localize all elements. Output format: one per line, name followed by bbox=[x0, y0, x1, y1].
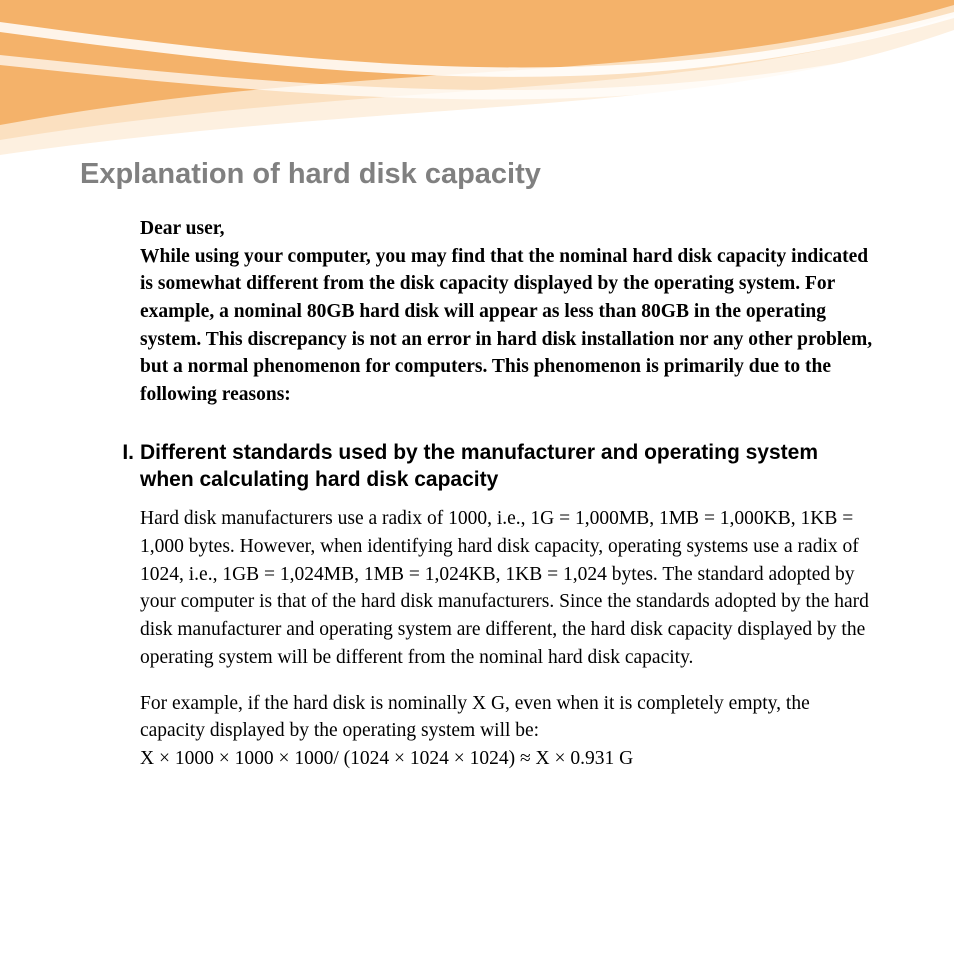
section-paragraph-1: Hard disk manufacturers use a radix of 1… bbox=[140, 505, 874, 671]
section-body: Different standards used by the manufact… bbox=[140, 439, 874, 791]
content-area: Explanation of hard disk capacity Dear u… bbox=[0, 0, 954, 791]
section-number: I. bbox=[110, 439, 140, 791]
section-paragraph-2: For example, if the hard disk is nominal… bbox=[140, 690, 874, 773]
section-1: I. Different standards used by the manuf… bbox=[110, 439, 874, 791]
intro-paragraph: Dear user,While using your computer, you… bbox=[140, 215, 874, 409]
page-title: Explanation of hard disk capacity bbox=[80, 158, 874, 191]
document-page: Explanation of hard disk capacity Dear u… bbox=[0, 0, 954, 954]
section-heading: Different standards used by the manufact… bbox=[140, 439, 874, 494]
